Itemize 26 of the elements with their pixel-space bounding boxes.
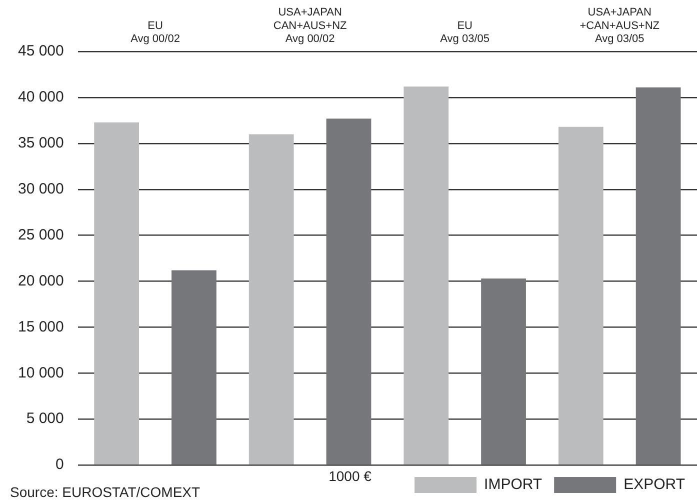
y-tick-label: 40 000: [18, 88, 64, 106]
y-tick-label: 25 000: [18, 226, 64, 244]
y-tick-label: 20 000: [18, 272, 64, 290]
bar: [94, 122, 140, 464]
y-tick-label: 5 000: [26, 410, 64, 428]
x-tick-label: EU Avg 00/02: [130, 20, 180, 46]
y-tick-label: 15 000: [18, 318, 64, 336]
bar: [636, 87, 681, 464]
bar: [404, 86, 449, 464]
x-tick-label: USA+JAPAN +CAN+AUS+NZ Avg 03/05: [580, 6, 660, 46]
x-tick-label: USA+JAPAN CAN+AUS+NZ Avg 00/02: [273, 6, 348, 46]
bar: [558, 126, 604, 464]
y-tick-label: 30 000: [18, 180, 64, 198]
bar: [481, 278, 526, 464]
bar: [172, 270, 216, 464]
y-tick-label: 45 000: [18, 42, 64, 60]
bar: [248, 134, 294, 464]
y-tick-label: 0: [56, 456, 64, 474]
y-tick-label: 35 000: [18, 134, 64, 152]
bar: [326, 118, 372, 464]
y-tick-label: 10 000: [18, 364, 64, 382]
text: 1000 €: [328, 468, 372, 484]
source-note: Source: EUROSTAT/COMEXT: [10, 484, 201, 500]
legend-label: IMPORT: [484, 476, 542, 494]
x-tick-label: EU Avg 03/05: [440, 20, 490, 46]
legend-label: EXPORT: [624, 476, 685, 494]
